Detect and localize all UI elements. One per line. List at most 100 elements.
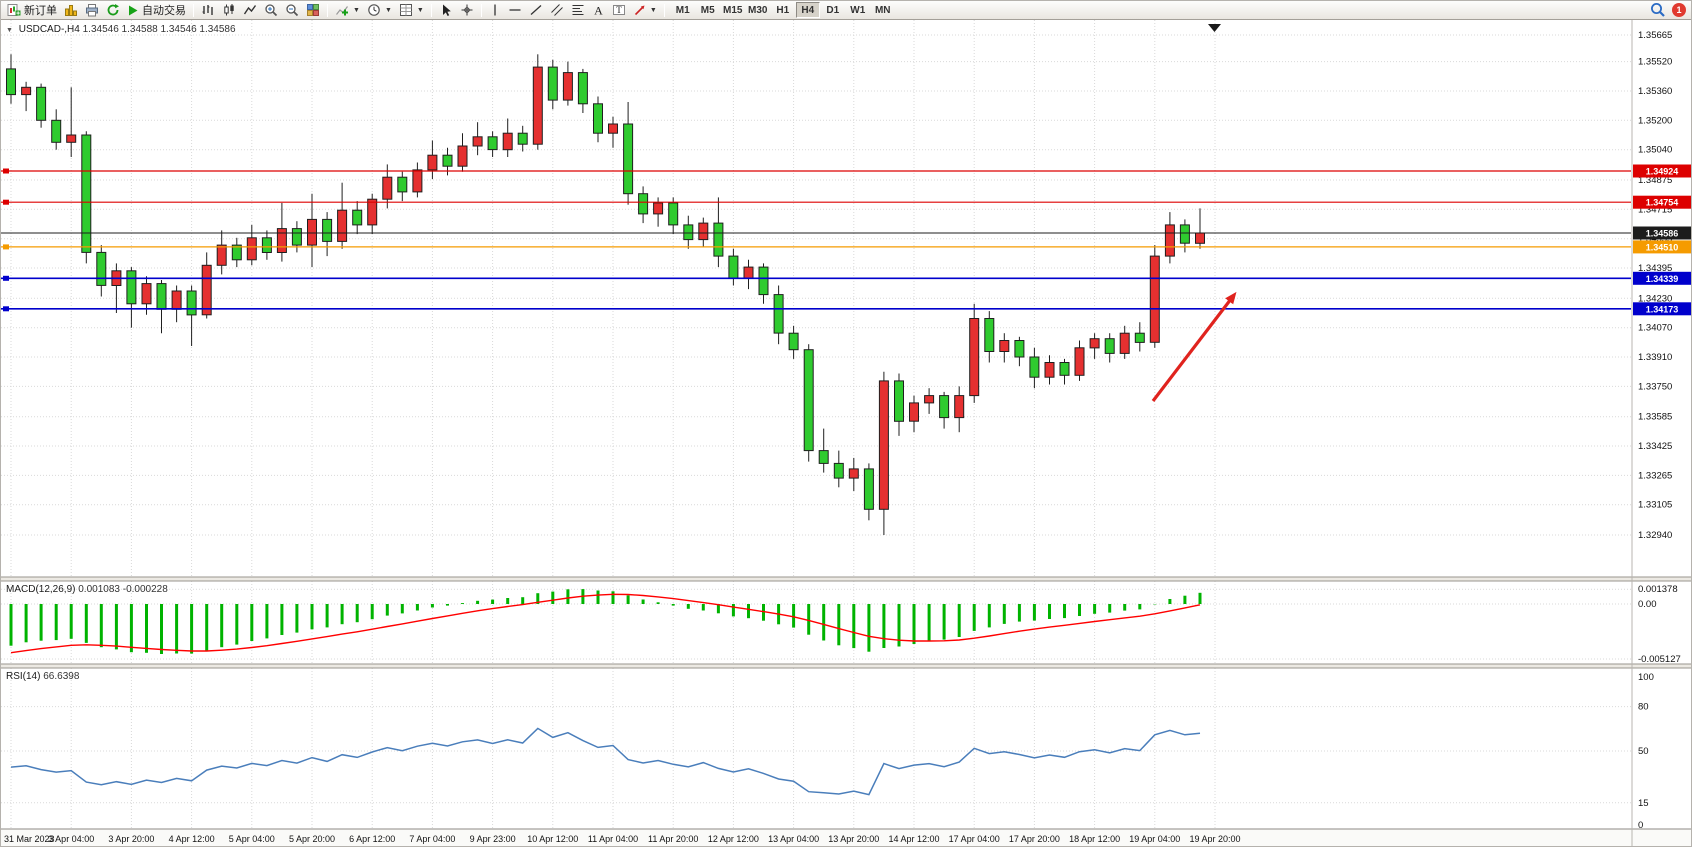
zoom-in-icon xyxy=(265,4,278,17)
timeframe-button-m15[interactable]: M15 xyxy=(721,2,745,18)
cursor-button[interactable] xyxy=(436,2,456,19)
refresh-button[interactable] xyxy=(103,2,123,19)
dropdown-caret-icon: ▼ xyxy=(353,6,360,14)
search-icon[interactable] xyxy=(1650,2,1666,18)
price-axis[interactable]: 1.35665 1.35520 1.35360 1.35200 1.35040 1.348… xyxy=(1638,30,1672,541)
indicators-button[interactable]: ▼ xyxy=(332,2,363,19)
line-chart-icon xyxy=(243,5,257,15)
line-chart-mode-button[interactable] xyxy=(240,2,260,19)
dropdown-caret-icon: ▼ xyxy=(384,6,392,14)
trendline-button[interactable] xyxy=(526,2,546,19)
clock-icon xyxy=(368,4,380,16)
main-toolbar: 新订单 自动交易 xyxy=(1,1,1691,20)
svg-text:0: 0 xyxy=(1638,820,1643,831)
toolbar-right-group: 1 xyxy=(1650,2,1690,18)
timeframe-button-m30[interactable]: M30 xyxy=(746,2,770,18)
symbol-dropdown-icon[interactable]: ▼ xyxy=(6,27,13,34)
vertical-line-button[interactable] xyxy=(486,2,504,19)
svg-text:1.34070: 1.34070 xyxy=(1638,323,1672,334)
price-tag xyxy=(1633,271,1691,285)
macd-name: MACD(12,26,9) xyxy=(6,584,76,595)
trendline-icon xyxy=(530,5,542,15)
macd-indicator-label: MACD(12,26,9) 0.001083 -0.000228 xyxy=(6,584,168,595)
svg-text:5 Apr 04:00: 5 Apr 04:00 xyxy=(229,834,275,844)
label-button[interactable]: T xyxy=(609,2,629,19)
timeframe-button-d1[interactable]: D1 xyxy=(821,2,845,18)
vertical-line-icon xyxy=(494,4,496,16)
rsi-name: RSI(14) xyxy=(6,671,41,682)
panel-separators[interactable] xyxy=(1,576,1692,669)
level-anchor[interactable] xyxy=(3,199,9,205)
auto-trading-button[interactable]: 自动交易 xyxy=(124,2,189,19)
auto-trading-play-icon xyxy=(129,5,138,15)
dropdown-caret-icon: ▼ xyxy=(649,6,657,14)
candlesticks xyxy=(6,54,1205,535)
svg-text:19 Apr 04:00: 19 Apr 04:00 xyxy=(1129,834,1180,844)
symbol-ohlc: 1.34546 1.34588 1.34546 1.34586 xyxy=(82,24,236,35)
chart-background xyxy=(1,20,1691,846)
fibonacci-button[interactable] xyxy=(568,2,588,19)
notification-badge[interactable]: 1 xyxy=(1672,3,1686,17)
timeframe-button-mn[interactable]: MN xyxy=(871,2,895,18)
trend-arrow-annotation[interactable] xyxy=(1151,291,1237,402)
level-anchor[interactable] xyxy=(3,244,9,250)
svg-text:1.34754: 1.34754 xyxy=(1646,198,1679,208)
rsi-value: 66.6398 xyxy=(43,671,80,682)
svg-text:4 Apr 12:00: 4 Apr 12:00 xyxy=(169,834,215,844)
svg-text:1.35360: 1.35360 xyxy=(1638,86,1672,97)
templates-button[interactable]: ▼ xyxy=(396,2,427,19)
new-order-label: 新订单 xyxy=(24,5,57,17)
printer-icon xyxy=(86,4,98,17)
svg-text:11 Apr 04:00: 11 Apr 04:00 xyxy=(588,834,638,844)
price-tag xyxy=(1633,164,1691,178)
timeframe-button-h4[interactable]: H4 xyxy=(795,2,820,18)
level-anchor[interactable] xyxy=(3,306,9,312)
dropdown-caret-icon: ▼ xyxy=(416,6,424,14)
level-anchor[interactable] xyxy=(3,275,9,281)
rsi-axis[interactable]: 100 80 50 15 0 xyxy=(1638,672,1654,831)
timeframe-button-m1[interactable]: M1 xyxy=(671,2,695,18)
time-axis[interactable] xyxy=(1,829,1692,847)
timeframe-button-m5[interactable]: M5 xyxy=(696,2,720,18)
svg-text:6 Apr 12:00: 6 Apr 12:00 xyxy=(349,834,395,844)
indicators-plus-icon xyxy=(336,6,348,16)
tile-windows-button[interactable] xyxy=(303,2,323,19)
print-button[interactable] xyxy=(82,2,102,19)
crosshair-button[interactable] xyxy=(457,2,477,19)
candlestick-icon xyxy=(224,4,234,16)
text-button[interactable]: A xyxy=(589,2,608,19)
cursor-arrow-icon xyxy=(442,4,451,16)
macd-axis[interactable]: 0.001378 0.00 -0.005127 xyxy=(1638,584,1681,665)
new-order-button[interactable]: 新订单 xyxy=(4,2,60,19)
price-tags: 1.34924 1.34754 1.34586 1.34510 1.34339 1.341… xyxy=(1633,164,1691,316)
toolbar-separator xyxy=(663,3,665,17)
arrows-objects-button[interactable]: ▼ xyxy=(630,2,660,19)
bar-chart-mode-button[interactable] xyxy=(198,2,218,19)
svg-text:1.34715: 1.34715 xyxy=(1638,204,1672,215)
price-tag xyxy=(1633,240,1691,254)
channel-icon xyxy=(550,4,563,16)
chart-shift-marker[interactable] xyxy=(1208,24,1221,32)
profile-button[interactable] xyxy=(61,2,81,19)
svg-text:1.34510: 1.34510 xyxy=(1646,242,1679,252)
tile-windows-icon xyxy=(307,4,319,16)
toolbar-separator xyxy=(193,3,194,17)
svg-text:3 Apr 20:00: 3 Apr 20:00 xyxy=(108,834,154,844)
zoom-in-button[interactable] xyxy=(261,2,281,19)
level-anchor[interactable] xyxy=(3,168,9,174)
svg-text:1.33265: 1.33265 xyxy=(1638,470,1672,481)
periods-button[interactable]: ▼ xyxy=(364,2,395,19)
svg-text:17 Apr 20:00: 17 Apr 20:00 xyxy=(1009,834,1060,844)
svg-text:7 Apr 04:00: 7 Apr 04:00 xyxy=(409,834,455,844)
channel-button[interactable] xyxy=(547,2,567,19)
timeframe-toolbar: M1 M5 M15 M30 H1 H4 D1 W1 MN xyxy=(671,2,895,18)
svg-text:50: 50 xyxy=(1638,746,1649,757)
candlestick-mode-button[interactable] xyxy=(219,2,239,19)
refresh-icon xyxy=(107,4,119,16)
timeframe-button-w1[interactable]: W1 xyxy=(846,2,870,18)
horizontal-line-button[interactable] xyxy=(505,2,525,19)
timeframe-button-h1[interactable]: H1 xyxy=(771,2,795,18)
zoom-out-button[interactable] xyxy=(282,2,302,19)
